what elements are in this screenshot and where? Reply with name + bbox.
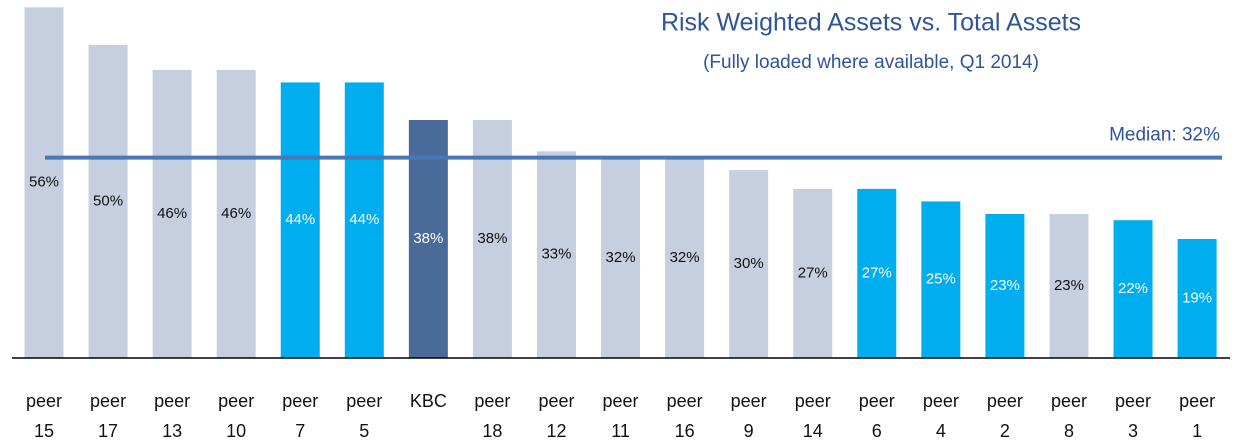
- value-label: 38%: [477, 230, 507, 247]
- value-label: 46%: [221, 205, 251, 222]
- x-tick-label: peer 14: [791, 386, 835, 443]
- x-tick-label: peer 12: [534, 386, 578, 443]
- value-label: 32%: [606, 249, 636, 266]
- value-label: 32%: [670, 249, 700, 266]
- value-label: 22%: [1118, 280, 1148, 297]
- x-tick-label: peer 2: [983, 386, 1027, 443]
- x-tick-label: peer 16: [663, 386, 707, 443]
- x-tick-label: peer 15: [22, 386, 66, 443]
- value-label: 38%: [413, 230, 443, 247]
- x-tick-label: peer 4: [919, 386, 963, 443]
- value-label: 44%: [285, 211, 315, 228]
- x-tick-label: peer 6: [855, 386, 899, 443]
- x-tick-label: peer 7: [278, 386, 322, 443]
- x-tick-label: peer 11: [599, 386, 643, 443]
- chart-svg: Risk Weighted Assets vs. Total Assets (F…: [0, 0, 1257, 443]
- value-label: 44%: [349, 211, 379, 228]
- value-label: 27%: [862, 264, 892, 281]
- chart-title: Risk Weighted Assets vs. Total Assets: [661, 9, 1081, 37]
- x-tick-label: peer 1: [1175, 386, 1219, 443]
- x-tick-label: peer 10: [214, 386, 258, 443]
- x-tick-label: peer 18: [470, 386, 514, 443]
- value-label: 46%: [157, 205, 187, 222]
- value-label: 30%: [734, 255, 764, 272]
- value-label: 19%: [1182, 289, 1212, 306]
- value-label: 23%: [990, 277, 1020, 294]
- median-label: Median: 32%: [1109, 125, 1220, 146]
- x-tick-label: peer 17: [86, 386, 130, 443]
- value-label: 23%: [1054, 277, 1084, 294]
- value-label: 27%: [798, 264, 828, 281]
- value-label: 33%: [541, 246, 571, 263]
- chart-subtitle: (Fully loaded where available, Q1 2014): [703, 52, 1039, 73]
- value-label: 25%: [926, 271, 956, 288]
- value-label: 56%: [29, 174, 59, 191]
- x-tick-label: peer 9: [727, 386, 771, 443]
- x-tick-label: peer 8: [1047, 386, 1091, 443]
- x-tick-label: peer 5: [342, 386, 386, 443]
- x-tick-label: KBC: [406, 386, 450, 416]
- chart: Risk Weighted Assets vs. Total Assets (F…: [0, 0, 1257, 443]
- x-tick-label: peer 13: [150, 386, 194, 443]
- value-label: 50%: [93, 192, 123, 209]
- x-tick-label: peer 3: [1111, 386, 1155, 443]
